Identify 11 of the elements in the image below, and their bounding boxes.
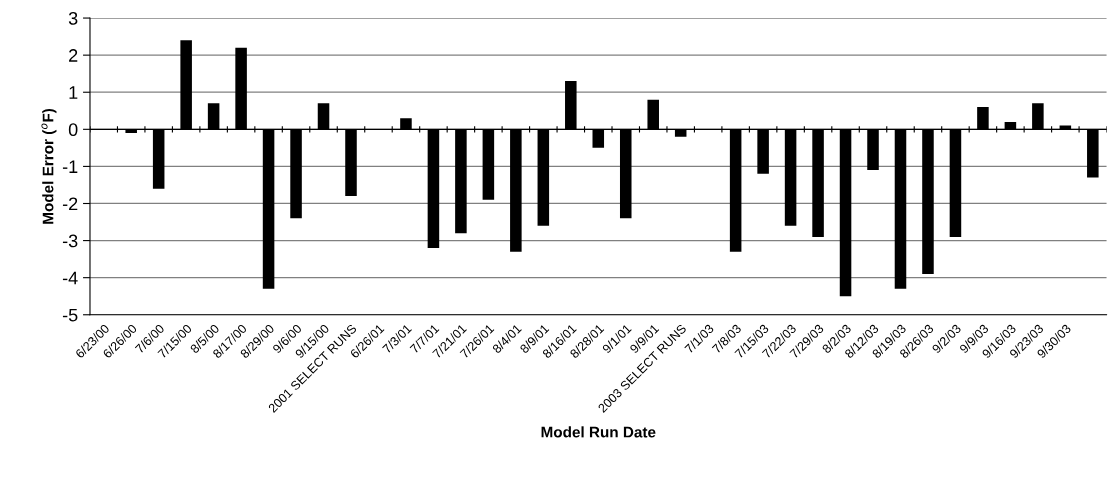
- y-tick-label: 2: [69, 49, 78, 62]
- y-tick-label: -2: [62, 197, 78, 211]
- y-tick-label: 0: [68, 123, 78, 137]
- y-tick-label: 3: [68, 11, 78, 25]
- y-axis-title: Model Error ($^{o}$F): [41, 108, 57, 224]
- x-axis-title: Model Run Date: [541, 426, 656, 438]
- y-tick-label: -1: [62, 160, 78, 173]
- y-tick-label: -4: [62, 271, 78, 285]
- y-tick-label: 1: [69, 86, 78, 99]
- y-tick-label: -3: [62, 234, 78, 248]
- y-tick-label: -5: [62, 308, 78, 322]
